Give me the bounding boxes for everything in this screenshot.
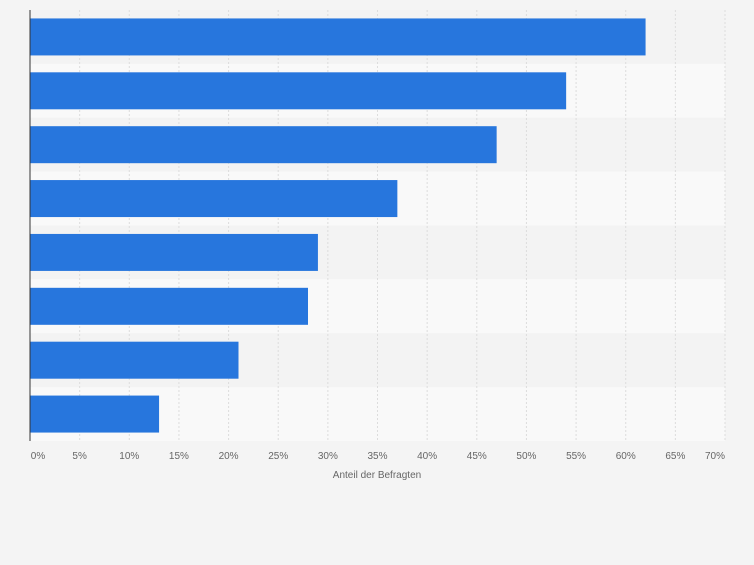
x-tick-label: 60%: [616, 451, 636, 462]
x-tick-label: 30%: [318, 451, 338, 462]
x-tick-label: 50%: [516, 451, 536, 462]
x-tick-label: 70%: [705, 451, 725, 462]
x-tick-label: 0%: [31, 451, 46, 462]
x-tick-label: 40%: [417, 451, 437, 462]
x-tick-label: 15%: [169, 451, 189, 462]
x-tick-label: 55%: [566, 451, 586, 462]
bar[interactable]: [30, 395, 160, 433]
bar[interactable]: [30, 341, 239, 379]
x-tick-label: 5%: [72, 451, 87, 462]
x-tick-label: 35%: [367, 451, 387, 462]
x-tick-label: 65%: [665, 451, 685, 462]
x-tick-label: 20%: [219, 451, 239, 462]
x-tick-label: 10%: [119, 451, 139, 462]
x-tick-label: 25%: [268, 451, 288, 462]
bar[interactable]: [30, 233, 318, 271]
bar[interactable]: [30, 287, 308, 325]
x-tick-labels: 0% 5% 10% 15% 20% 25% 30% 35% 40% 45% 50% 55% 60% 65%…: [31, 451, 725, 462]
x-tick-label: 45%: [467, 451, 487, 462]
bar[interactable]: [30, 72, 567, 110]
bars: [30, 18, 646, 433]
bar[interactable]: [30, 180, 398, 218]
x-axis-label: Anteil der Befragten: [333, 470, 421, 481]
bar[interactable]: [30, 126, 497, 164]
bar[interactable]: [30, 18, 646, 56]
